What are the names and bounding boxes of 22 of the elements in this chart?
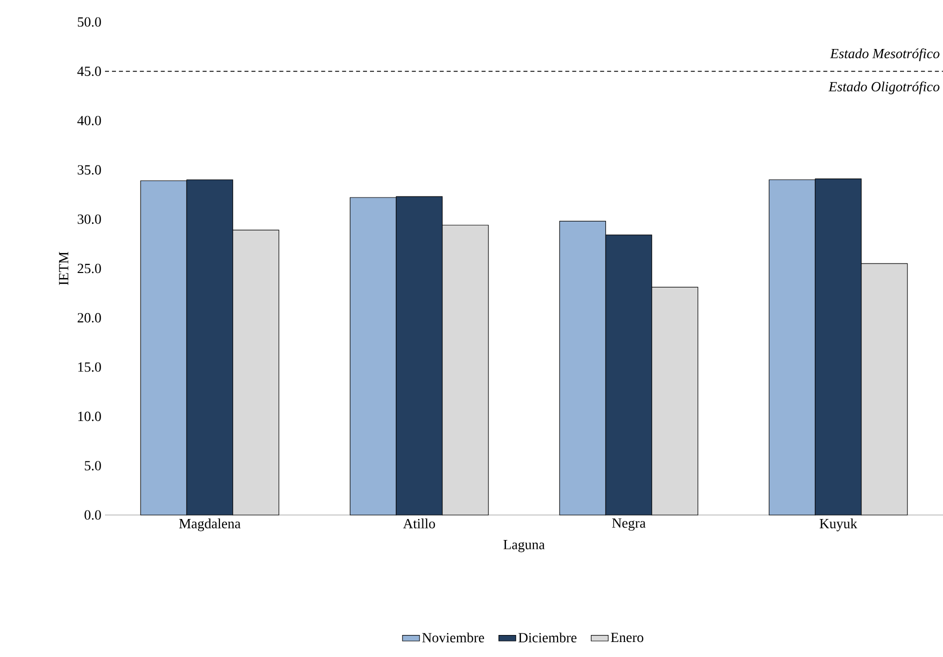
x-tick-label: Negra bbox=[612, 518, 646, 531]
x-tick-label: Kuyuk bbox=[820, 518, 858, 532]
x-tick-label: Magdalena bbox=[179, 518, 241, 532]
x-axis-title: Laguna bbox=[503, 540, 545, 552]
y-tick-label: 20.0 bbox=[78, 313, 101, 323]
y-axis-title: IETM bbox=[59, 252, 68, 286]
y-tick-label: 30.0 bbox=[78, 214, 101, 224]
y-tick-label: 35.0 bbox=[78, 165, 101, 175]
legend-label: Diciembre bbox=[518, 632, 576, 642]
legend-label: Noviembre bbox=[422, 632, 484, 642]
annotation: Estado Oligotrófico bbox=[828, 81, 940, 94]
y-tick-label: 40.0 bbox=[77, 116, 101, 126]
legend-label: Enero bbox=[610, 632, 644, 642]
x-tick-label: Atillo bbox=[403, 518, 435, 528]
y-tick-label: 15.0 bbox=[78, 362, 101, 372]
y-tick-label: 50.0 bbox=[78, 17, 101, 27]
y-tick-label: 25.0 bbox=[78, 264, 101, 274]
y-tick-label: 0.0 bbox=[84, 510, 101, 520]
annotation: Estado Mesotrófico bbox=[830, 48, 940, 62]
y-tick-label: 5.0 bbox=[84, 460, 101, 470]
y-tick-label: 45.0 bbox=[77, 66, 101, 76]
y-tick-label: 10.0 bbox=[78, 412, 101, 422]
